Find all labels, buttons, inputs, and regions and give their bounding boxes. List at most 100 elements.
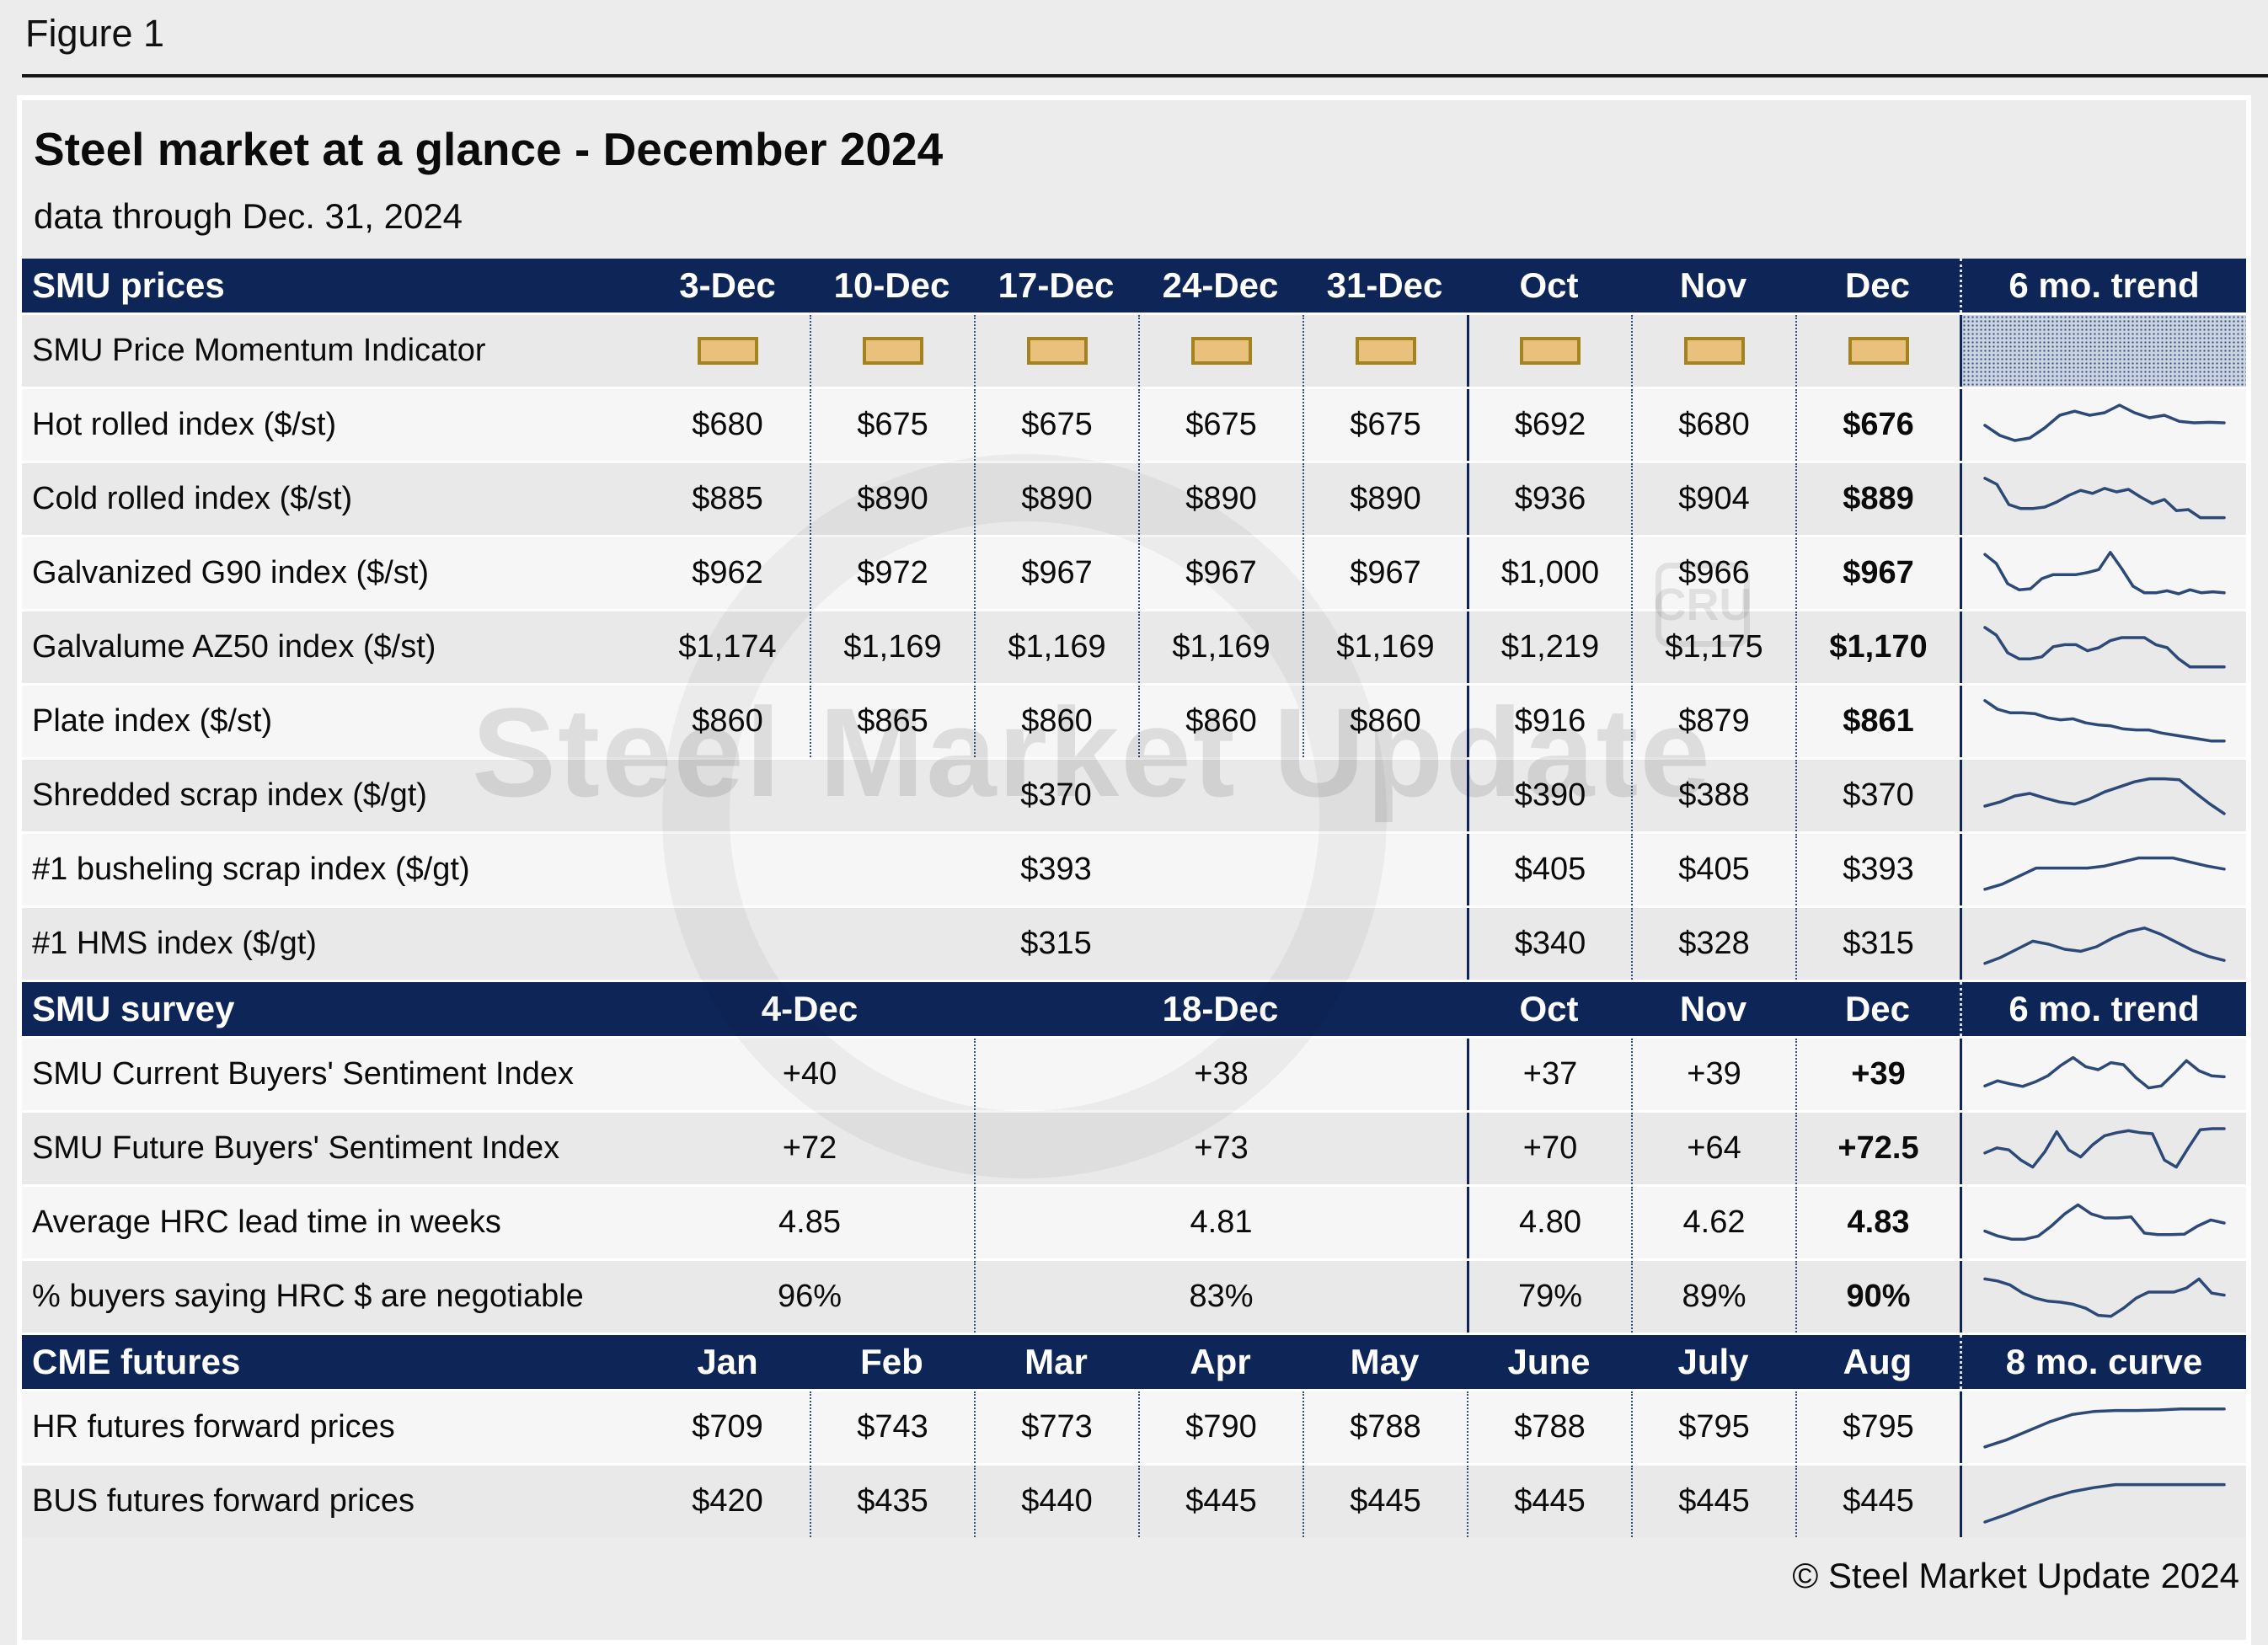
survey-cell: 4.62 xyxy=(1631,1187,1795,1258)
momentum-trend-pattern xyxy=(1960,315,2246,387)
market-tables: SMU prices 3-Dec 10-Dec 17-Dec 24-Dec 31-Dec O… xyxy=(22,259,2246,1537)
futures-cell: $420 xyxy=(692,1483,763,1519)
price-cell: $393 xyxy=(1795,834,1960,905)
survey-cell: +39 xyxy=(1631,1039,1795,1110)
trend-sparkline xyxy=(1982,1126,2226,1168)
column-header: 17-Dec xyxy=(998,265,1115,305)
row-label: SMU Current Buyers' Sentiment Index xyxy=(32,1056,574,1092)
copyright-text: © Steel Market Update 2024 xyxy=(1792,1556,2239,1595)
price-cell: $692 xyxy=(1467,389,1631,461)
row-label: Shredded scrap index ($/gt) xyxy=(32,777,427,813)
price-cell: $1,169 xyxy=(1138,612,1302,683)
survey-cell: 89% xyxy=(1631,1261,1795,1333)
table-row: Average HRC lead time in weeks 4.85 4.81 4.… xyxy=(22,1187,2246,1258)
figure-label: Figure 1 xyxy=(25,12,165,55)
trend-sparkline xyxy=(1982,1055,2226,1089)
trend-cell xyxy=(1960,1466,2246,1537)
price-cell: $675 xyxy=(810,389,974,461)
futures-cell: $795 xyxy=(1795,1391,1960,1463)
price-cell: $962 xyxy=(692,555,763,590)
momentum-indicator-box xyxy=(1190,337,1252,365)
price-cell: $370 xyxy=(1795,760,1960,831)
futures-cell: $795 xyxy=(1631,1391,1795,1463)
price-cell: $1,169 xyxy=(974,612,1138,683)
trend-cell xyxy=(1960,908,2246,980)
row-label: BUS futures forward prices xyxy=(32,1483,415,1519)
column-header: 8 mo. curve xyxy=(1960,1335,2246,1389)
price-cell: $405 xyxy=(1631,834,1795,905)
column-header: Feb xyxy=(860,1342,923,1381)
trend-sparkline xyxy=(1982,403,2226,442)
price-cell: $1,174 xyxy=(678,629,777,665)
price-cell: $405 xyxy=(1467,834,1631,905)
survey-cell: +72 xyxy=(782,1130,837,1166)
survey-cell: +70 xyxy=(1467,1113,1631,1184)
futures-cell: $435 xyxy=(810,1466,974,1537)
price-cell: $904 xyxy=(1631,463,1795,535)
row-label: #1 busheling scrap index ($/gt) xyxy=(32,852,470,887)
row-label: Cold rolled index ($/st) xyxy=(32,481,353,516)
price-cell: $889 xyxy=(1795,463,1960,535)
price-cell: $1,175 xyxy=(1631,612,1795,683)
row-label: HR futures forward prices xyxy=(32,1409,395,1445)
column-header: Nov xyxy=(1679,989,1747,1028)
price-cell: $1,169 xyxy=(1302,612,1467,683)
trend-cell xyxy=(1960,1261,2246,1333)
row-label: SMU Future Buyers' Sentiment Index xyxy=(32,1130,560,1166)
table-row: HR futures forward prices $709 $743 $773 $79… xyxy=(22,1391,2246,1463)
trend-cell xyxy=(1960,1113,2246,1184)
price-cell: $879 xyxy=(1631,686,1795,757)
price-cell: $1,170 xyxy=(1795,612,1960,683)
price-cell: $328 xyxy=(1631,908,1795,980)
trend-cell xyxy=(1960,463,2246,535)
survey-cell: 90% xyxy=(1795,1261,1960,1333)
momentum-cell xyxy=(645,315,810,387)
section-label: SMU survey xyxy=(32,989,235,1028)
table-row: Galvanized G90 index ($/st) $962 $972 $967 $… xyxy=(22,537,2246,609)
price-cell: $967 xyxy=(1302,537,1467,609)
price-cell: $370 xyxy=(1020,777,1092,813)
price-cell: $676 xyxy=(1795,389,1960,461)
table-row: #1 HMS index ($/gt) $315 $340 $328 $315 xyxy=(22,908,2246,980)
price-cell: $860 xyxy=(1302,686,1467,757)
survey-cell: +37 xyxy=(1467,1039,1631,1110)
survey-cell: 4.83 xyxy=(1795,1187,1960,1258)
trend-cell xyxy=(1960,612,2246,683)
column-header: Aug xyxy=(1843,1342,1912,1381)
price-cell: $340 xyxy=(1467,908,1631,980)
price-cell: $885 xyxy=(692,481,763,516)
survey-cell: 83% xyxy=(974,1261,1467,1333)
trend-cell xyxy=(1960,760,2246,831)
survey-cell: +38 xyxy=(974,1039,1467,1110)
trend-cell xyxy=(1960,1187,2246,1258)
futures-cell: $440 xyxy=(974,1466,1138,1537)
row-label: Plate index ($/st) xyxy=(32,703,273,739)
futures-cell: $790 xyxy=(1138,1391,1302,1463)
momentum-indicator-box xyxy=(1355,337,1416,365)
column-header: Oct xyxy=(1519,265,1579,305)
price-cell: $680 xyxy=(1631,389,1795,461)
price-cell: $390 xyxy=(1467,760,1631,831)
section-label: SMU prices xyxy=(32,265,225,305)
row-label: % buyers saying HRC $ are negotiable xyxy=(32,1279,584,1314)
table-row: BUS futures forward prices $420 $435 $440 $4… xyxy=(22,1466,2246,1537)
survey-cell: +64 xyxy=(1631,1113,1795,1184)
table-row: Shredded scrap index ($/gt) $370 $390 $388 $… xyxy=(22,760,2246,831)
trend-sparkline xyxy=(1982,1203,2226,1241)
trend-sparkline xyxy=(1982,625,2226,669)
figure-rule-divider xyxy=(22,74,2268,77)
table-row: Galvalume AZ50 index ($/st) $1,174 $1,169 $… xyxy=(22,612,2246,683)
column-header: 24-Dec xyxy=(1162,265,1279,305)
row-label: Galvanized G90 index ($/st) xyxy=(32,555,430,590)
trend-sparkline xyxy=(1982,1277,2226,1318)
trend-cell xyxy=(1960,834,2246,905)
table-row: Plate index ($/st) $860 $865 $860 $860 $860 $9… xyxy=(22,686,2246,757)
price-cell: $966 xyxy=(1631,537,1795,609)
trend-cell xyxy=(1960,1039,2246,1110)
row-label: SMU Price Momentum Indicator xyxy=(32,333,486,368)
momentum-cell xyxy=(810,315,974,387)
futures-cell: $743 xyxy=(810,1391,974,1463)
column-header: 4-Dec xyxy=(761,989,859,1028)
row-label: Average HRC lead time in weeks xyxy=(32,1204,501,1240)
momentum-indicator-box xyxy=(1848,337,1909,365)
